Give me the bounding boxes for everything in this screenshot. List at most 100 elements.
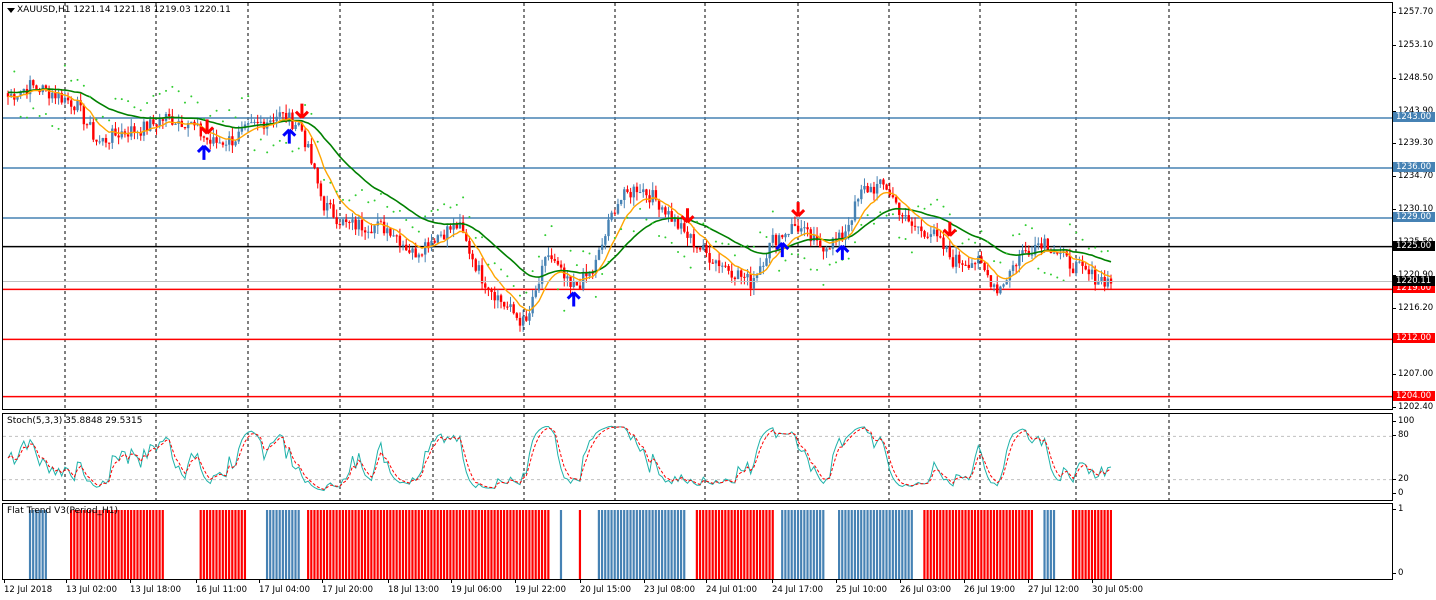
price-chart-canvas[interactable] (3, 3, 1393, 410)
flat-trend-bar (752, 510, 755, 579)
flat-trend-bar (237, 510, 240, 579)
psar-dot (449, 206, 452, 209)
psar-dot (57, 127, 60, 130)
candle-body (107, 142, 111, 144)
price-chart-pane[interactable]: XAUUSD,H1 1221.14 1221.18 1219.03 1220.1… (2, 2, 1393, 410)
flat-trend-pane[interactable]: Flat Trend V3(Period_H1) (2, 503, 1393, 580)
candle-body (442, 234, 446, 240)
candle-body (692, 234, 696, 248)
psar-dot (910, 251, 913, 254)
price-axis-label: 1220.90 (1392, 270, 1433, 280)
flat-trend-bar (332, 510, 335, 579)
candle-body (414, 248, 417, 258)
candle-body (803, 227, 806, 229)
flat-trend-bar (721, 510, 724, 579)
candle-body (335, 217, 338, 225)
psar-dot (879, 211, 882, 214)
psar-dot (854, 241, 857, 244)
psar-dot (1094, 246, 1097, 249)
flat-trend-bar (76, 510, 79, 579)
psar-dot (417, 230, 420, 233)
candle-body (891, 195, 895, 198)
candle-body (446, 226, 449, 240)
candle-body (531, 296, 534, 314)
candle-body (534, 290, 537, 297)
candle-body (585, 272, 588, 277)
psar-dot (986, 240, 989, 243)
flat-trend-bar (907, 510, 910, 579)
candle-body (844, 231, 847, 240)
candle-body (180, 120, 184, 128)
level-price-tag: 1236.00 (1393, 162, 1435, 172)
flat-trend-bar (559, 510, 563, 579)
candle-body (787, 233, 790, 235)
level-price-tag: 1204.00 (1393, 390, 1435, 401)
flat-trend-bar (411, 510, 414, 579)
buy-arrow-icon (775, 242, 790, 258)
psar-dot (999, 261, 1002, 264)
stochastic-canvas[interactable] (3, 414, 1393, 501)
flat-trend-bar (518, 510, 521, 579)
candle-body (1100, 277, 1103, 281)
flat-trend-bar (929, 510, 932, 579)
candle-body (1011, 265, 1015, 271)
candle-body (616, 204, 620, 214)
candle-body (948, 246, 952, 258)
flat-trend-bar (395, 510, 398, 579)
flat-trend-bar (866, 510, 869, 579)
candle-body (806, 227, 809, 230)
time-axis-label: 17 Jul 20:00 (322, 580, 373, 595)
candle-body (351, 219, 354, 223)
time-axis-label: 20 Jul 15:00 (580, 580, 631, 595)
psar-dot (784, 259, 787, 262)
flat-trend-canvas[interactable] (3, 504, 1393, 580)
psar-dot (240, 97, 243, 100)
price-axis-label: 1207.00 (1392, 369, 1434, 380)
candle-body (360, 219, 364, 231)
candle-body (796, 225, 800, 232)
candle-body (307, 143, 310, 148)
flat-trend-bar (547, 510, 550, 579)
candle-body (983, 262, 986, 271)
psar-dot (1075, 231, 1078, 234)
psar-dot (563, 309, 566, 312)
price-axis-label: 1234.70 (1392, 171, 1434, 182)
flat-trend-bar (879, 510, 882, 579)
stochastic-pane[interactable]: Stoch(5,3,3) 35.8848 29.5315 (2, 413, 1393, 501)
psar-dot (651, 222, 654, 225)
candle-body (386, 228, 389, 234)
psar-dot (335, 190, 338, 193)
flat-trend-bar (838, 510, 841, 579)
flat-trend-bar (215, 510, 218, 579)
flat-trend-bar (645, 510, 648, 579)
flat-trend-bar (980, 510, 983, 579)
flat-trend-bar (885, 510, 888, 579)
flat-trend-bar (537, 510, 540, 579)
candle-body (676, 217, 680, 229)
flat-trend-bar (85, 510, 89, 579)
candle-body (1052, 252, 1056, 254)
psar-dot (152, 94, 155, 97)
flat-trend-bar (534, 510, 537, 579)
candle-body (1008, 270, 1012, 281)
price-axis[interactable]: 1257.70 1253.10 1248.50 1243.90 1239.30 1234.… (1392, 2, 1436, 412)
candle-body (961, 263, 964, 265)
flat-trend-bar (373, 510, 376, 579)
psar-dot (291, 150, 294, 153)
candle-body (771, 234, 775, 243)
candle-body (288, 112, 291, 122)
candle-body (54, 92, 57, 99)
psar-dot (544, 234, 547, 237)
psar-dot (677, 251, 680, 254)
flat-trend-bar (521, 510, 525, 579)
flat-trend-bar (661, 510, 664, 579)
candle-body (246, 123, 250, 125)
psar-dot (481, 236, 484, 239)
candle-body (509, 304, 512, 308)
flat-trend-bar (284, 510, 288, 579)
flat-trend-bar (32, 510, 35, 579)
candle-body (439, 234, 443, 236)
psar-dot (25, 116, 28, 119)
candle-body (942, 237, 945, 250)
